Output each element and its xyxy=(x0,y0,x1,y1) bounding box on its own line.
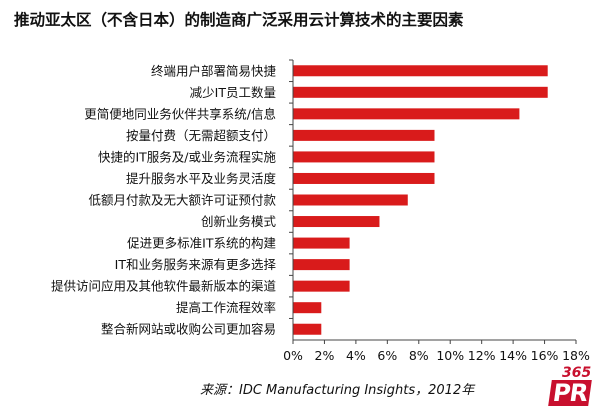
x-tick-label-8: 8% xyxy=(409,348,429,363)
bar-3 xyxy=(293,108,520,120)
category-label-8: 创新业务模式 xyxy=(201,214,277,229)
bar-5 xyxy=(293,151,435,163)
bar-6 xyxy=(293,172,435,184)
bar-1 xyxy=(293,65,548,77)
chart-title: 推动亚太区（不含日本）的制造商广泛采用云计算技术的主要因素 xyxy=(14,11,464,29)
category-label-3: 更简便地同业务伙伴共享系统/信息 xyxy=(84,106,276,121)
x-tick-label-2: 2% xyxy=(315,348,335,363)
logo-365pr: 365 PR xyxy=(548,365,594,407)
x-tick-label-4: 4% xyxy=(346,348,366,363)
x-tick-label-14: 14% xyxy=(499,348,527,363)
x-tick-label-16: 16% xyxy=(531,348,559,363)
bar-10 xyxy=(293,259,350,271)
logo-letters: PR xyxy=(548,379,592,407)
x-tick-label-0: 0% xyxy=(283,348,303,363)
category-label-5: 快捷的IT服务及/或业务流程实施 xyxy=(98,149,277,164)
bar-9 xyxy=(293,237,350,249)
category-label-12: 提高工作流程效率 xyxy=(176,300,276,315)
category-label-4: 按量付费（无需超额支付） xyxy=(126,128,276,143)
bar-11 xyxy=(293,280,350,292)
bar-2 xyxy=(293,86,548,98)
x-tick-label-18: 18% xyxy=(562,348,590,363)
bar-12 xyxy=(293,302,322,314)
bar-13 xyxy=(293,323,322,335)
category-label-1: 终端用户部署简易快捷 xyxy=(151,63,277,78)
category-label-11: 提供访问应用及其他软件最新版本的渠道 xyxy=(51,279,277,294)
category-label-13: 整合新网站或收购公司更加容易 xyxy=(101,322,276,337)
x-tick-label-10: 10% xyxy=(436,348,464,363)
logo-number: 365 xyxy=(562,365,592,381)
bar-4 xyxy=(293,129,435,141)
x-tick-label-6: 6% xyxy=(377,348,397,363)
bar-8 xyxy=(293,216,380,228)
x-tick-label-12: 12% xyxy=(468,348,496,363)
bar-7 xyxy=(293,194,408,206)
category-label-6: 提升服务水平及业务灵活度 xyxy=(126,171,277,186)
category-label-2: 减少IT员工数量 xyxy=(190,85,276,100)
category-label-9: 促进更多标准IT系统的构建 xyxy=(127,236,276,251)
source-note: 来源：IDC Manufacturing Insights，2012年 xyxy=(200,383,475,398)
category-label-7: 低额月付款及无大额许可证预付款 xyxy=(88,193,276,208)
category-label-10: IT和业务服务来源有更多选择 xyxy=(115,257,277,272)
